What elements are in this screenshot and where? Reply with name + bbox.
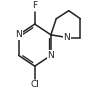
Text: Cl: Cl: [30, 80, 39, 89]
Text: N: N: [48, 51, 54, 60]
Text: N: N: [64, 33, 70, 42]
Text: F: F: [32, 1, 37, 10]
Text: N: N: [15, 30, 22, 39]
